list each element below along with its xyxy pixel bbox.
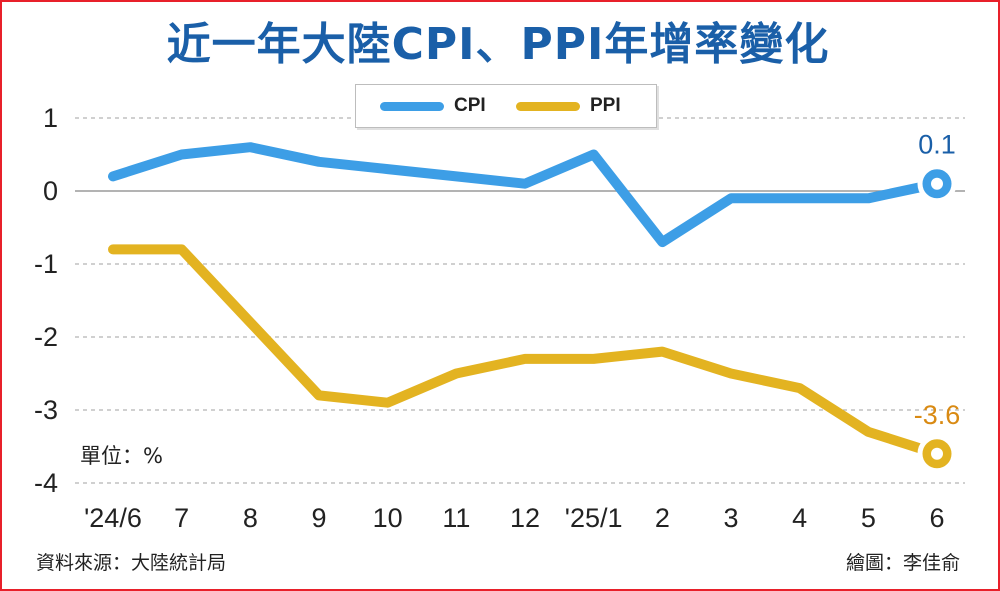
- x-tick-label: '24/6: [84, 503, 142, 533]
- legend-label-ppi: PPI: [590, 95, 621, 116]
- y-tick-label: -4: [34, 468, 58, 498]
- end-value-label-ppi: -3.6: [914, 400, 961, 430]
- legend: CPI PPI: [355, 84, 657, 128]
- y-tick-label: -3: [34, 395, 58, 425]
- x-tick-label: 7: [174, 503, 189, 533]
- gridlines: [75, 117, 965, 484]
- legend-item-cpi: CPI: [380, 85, 486, 127]
- credit-note: 繪圖：李佳俞: [845, 552, 960, 574]
- legend-swatch-ppi: [516, 101, 580, 111]
- legend-item-ppi: PPI: [516, 85, 621, 127]
- x-tick-label: 4: [792, 503, 807, 533]
- y-tick-label: 1: [43, 103, 58, 133]
- y-tick-label: 0: [43, 176, 58, 206]
- series-line-ppi: [108, 244, 942, 459]
- x-tick-label: '25/1: [565, 503, 623, 533]
- legend-swatch-cpi: [380, 101, 444, 111]
- end-labels: 0.1 -3.6: [914, 130, 961, 430]
- y-axis-ticks: 1 0 -1 -2 -3 -4: [34, 103, 58, 498]
- y-tick-label: -1: [34, 249, 58, 279]
- y-tick-label: -2: [34, 322, 58, 352]
- x-tick-label: 2: [655, 503, 670, 533]
- source-note: 資料來源：大陸統計局: [36, 552, 227, 574]
- x-tick-label: 3: [723, 503, 738, 533]
- series-line-cpi: [108, 142, 942, 248]
- end-marker-center-cpi: [931, 177, 943, 190]
- x-tick-label: 8: [243, 503, 258, 533]
- x-tick-label: 9: [311, 503, 326, 533]
- x-tick-label: 11: [442, 503, 470, 533]
- x-tick-label: 6: [929, 503, 944, 533]
- x-tick-label: 12: [510, 503, 540, 533]
- end-value-label-cpi: 0.1: [918, 130, 956, 160]
- chart-title: 近一年大陸CPI、PPI年增率變化: [166, 19, 830, 70]
- unit-label: 單位：%: [80, 444, 163, 468]
- x-tick-label: 10: [373, 503, 403, 533]
- legend-label-cpi: CPI: [454, 95, 486, 116]
- x-axis-ticks: '24/6 7 8 9 10 11 12 '25/1 2 3 4 5 6: [84, 503, 944, 533]
- end-marker-center-ppi: [931, 447, 943, 460]
- series-lines: [108, 142, 957, 474]
- x-tick-label: 5: [861, 503, 876, 533]
